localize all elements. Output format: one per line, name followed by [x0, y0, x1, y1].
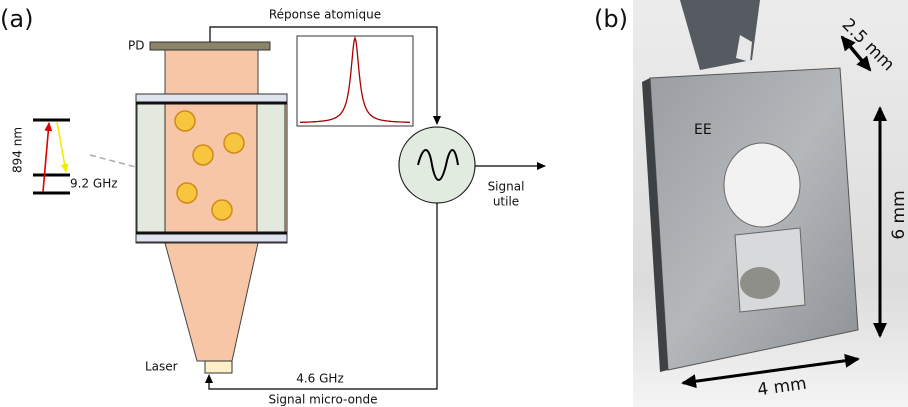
output-label: utile [493, 195, 519, 209]
oscillator [399, 127, 475, 203]
page: (a) 894 nm 9.2 GHz [0, 0, 908, 407]
panel-b: (b) EE 2.5 mm 6 mm 4 mm [594, 0, 908, 407]
photodetector [150, 42, 270, 50]
cell-marking: EE [694, 122, 712, 138]
figure: (a) 894 nm 9.2 GHz [0, 0, 908, 407]
frequency-label: 4.6 GHz [296, 372, 344, 386]
panel-label: (a) [0, 5, 33, 33]
panel-label: (b) [594, 5, 628, 33]
panel-a: (a) 894 nm 9.2 GHz [0, 5, 545, 407]
output-label: Signal [488, 180, 525, 194]
laser [205, 361, 232, 373]
vapor-cell [136, 50, 287, 361]
wavelength-label: 894 nm [11, 127, 25, 173]
dimension-label: 6 mm [889, 190, 908, 239]
feedback-label: Réponse atomique [269, 8, 381, 22]
splitting-label: 9.2 GHz [70, 177, 118, 191]
microwave-label: Signal micro-onde [268, 393, 377, 407]
resonance-inset [297, 36, 413, 126]
pd-label: PD [128, 39, 144, 53]
laser-label: Laser [145, 360, 178, 374]
